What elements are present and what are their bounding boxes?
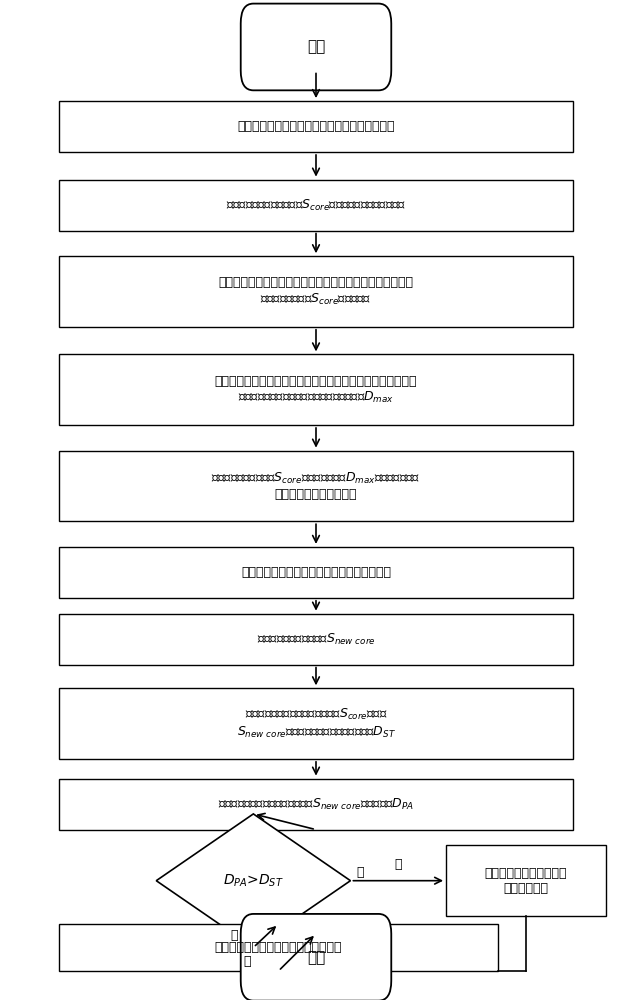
FancyBboxPatch shape xyxy=(241,914,391,1000)
Bar xyxy=(59,101,573,152)
Text: 待测样本为模型界外样本，需给出报警: 待测样本为模型界外样本，需给出报警 xyxy=(215,941,342,954)
FancyBboxPatch shape xyxy=(241,4,391,90)
Text: 否: 否 xyxy=(356,866,364,879)
Text: 在邻近区域内查找待测样本的邻近光谱库样本: 在邻近区域内查找待测样本的邻近光谱库样本 xyxy=(241,566,391,579)
Bar xyxy=(59,547,573,598)
Text: 是: 是 xyxy=(243,955,251,968)
Text: 计算光谱库光谱的光谱重心$\mathit{S}_{core}$，即光谱库光谱的平均光谱: 计算光谱库光谱的光谱重心$\mathit{S}_{core}$，即光谱库光谱的平… xyxy=(226,198,406,213)
Text: 对待测样本和模型的光谱库光谱进行常规预处理: 对待测样本和模型的光谱库光谱进行常规预处理 xyxy=(237,120,395,133)
Text: 计算邻近区域的光谱重心$\mathit{S}_{new\ core}$: 计算邻近区域的光谱重心$\mathit{S}_{new\ core}$ xyxy=(257,632,375,647)
Bar xyxy=(59,451,573,521)
Polygon shape xyxy=(156,814,351,947)
Text: 利用光谱库的光谱重心$\mathit{S}_{core}$、最大光谱距离$\mathit{D}_{max}$，以及待测样本
确定待测样本的邻近区域: 利用光谱库的光谱重心$\mathit{S}_{core}$、最大光谱距离$\ma… xyxy=(212,471,420,501)
Bar xyxy=(59,779,573,830)
Text: 否: 否 xyxy=(394,858,402,871)
Text: 是: 是 xyxy=(230,929,238,942)
Text: 待测样本为模型内样本，
不需给出报警: 待测样本为模型内样本， 不需给出报警 xyxy=(485,867,567,895)
Bar xyxy=(446,845,605,916)
Text: 基于得分向量的第一和第二主成分，计算光谱库光谱到光谱库
的光谱重心的光谱距离，并确定最大光谱距离$\mathit{D}_{max}$: 基于得分向量的第一和第二主成分，计算光谱库光谱到光谱库 的光谱重心的光谱距离，并… xyxy=(215,375,417,405)
Text: 基于新得分向量，计算待测样本与$\mathit{S}_{new\ core}$的光谱距离$\mathit{D}_{PA}$: 基于新得分向量，计算待测样本与$\mathit{S}_{new\ core}$的… xyxy=(218,797,414,812)
Bar xyxy=(59,180,573,231)
Bar xyxy=(59,614,573,665)
Text: 结束: 结束 xyxy=(307,950,325,965)
Text: $\mathit{D}_{PA}$>$\mathit{D}_{ST}$: $\mathit{D}_{PA}$>$\mathit{D}_{ST}$ xyxy=(223,872,284,889)
Bar xyxy=(59,354,573,425)
Bar xyxy=(59,256,573,327)
Text: 采用主成分析，计算预处理后待测样本光谱、光谱库光谱和
光谱库的光谱重心$\mathit{S}_{core}$的得分向量: 采用主成分析，计算预处理后待测样本光谱、光谱库光谱和 光谱库的光谱重心$\mat… xyxy=(219,276,413,307)
Bar xyxy=(59,688,573,759)
Text: 开始: 开始 xyxy=(307,39,325,54)
Text: 计算邻近光谱库光谱、光谱库重心$\mathit{S}_{core}$分别与
$\mathit{S}_{new\ core}$的光谱距离，确定光谱距离阈值$\ma: 计算邻近光谱库光谱、光谱库重心$\mathit{S}_{core}$分别与 $\… xyxy=(236,707,396,740)
Bar xyxy=(59,924,497,971)
